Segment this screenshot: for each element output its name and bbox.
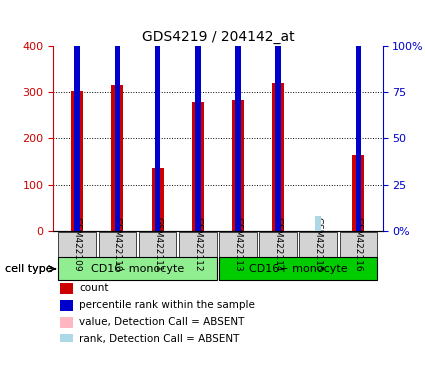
Bar (315, 216, 321, 231)
FancyBboxPatch shape (58, 258, 217, 280)
Bar (272, 83, 284, 231)
Text: value, Detection Call = ABSENT: value, Detection Call = ABSENT (79, 317, 245, 327)
Text: GSM422113: GSM422113 (233, 217, 242, 272)
Text: cell type: cell type (5, 264, 52, 274)
FancyBboxPatch shape (219, 232, 257, 257)
FancyBboxPatch shape (299, 232, 337, 257)
FancyBboxPatch shape (259, 232, 297, 257)
FancyBboxPatch shape (99, 232, 136, 257)
Bar (356, 0, 361, 231)
Bar (71, 91, 83, 231)
Text: rank, Detection Call = ABSENT: rank, Detection Call = ABSENT (79, 334, 240, 344)
FancyBboxPatch shape (58, 232, 96, 257)
Bar (195, 0, 201, 231)
Text: count: count (79, 283, 109, 293)
Bar (192, 103, 204, 231)
Bar (60, 283, 73, 294)
Text: GSM422110: GSM422110 (113, 217, 122, 272)
Text: GSM422111: GSM422111 (153, 217, 162, 272)
Title: GDS4219 / 204142_at: GDS4219 / 204142_at (142, 30, 294, 44)
Text: GSM422109: GSM422109 (73, 217, 82, 272)
Bar (275, 0, 281, 231)
Text: GSM422114: GSM422114 (274, 217, 283, 272)
Bar (111, 85, 123, 231)
Bar (115, 0, 120, 231)
Bar (60, 317, 73, 328)
Text: cell type: cell type (5, 264, 52, 274)
Text: GSM422112: GSM422112 (193, 217, 202, 272)
FancyBboxPatch shape (219, 258, 377, 280)
Text: GSM422116: GSM422116 (354, 217, 363, 272)
Text: GSM422115: GSM422115 (314, 217, 323, 272)
Bar (60, 334, 73, 346)
Text: percentile rank within the sample: percentile rank within the sample (79, 300, 255, 310)
Bar (152, 167, 164, 231)
FancyBboxPatch shape (139, 232, 176, 257)
Text: CD16+ monocyte: CD16+ monocyte (249, 264, 348, 274)
Bar (235, 0, 241, 231)
Text: CD16- monocyte: CD16- monocyte (91, 264, 184, 274)
Bar (74, 0, 80, 231)
Bar (232, 100, 244, 231)
Bar (155, 0, 160, 231)
Bar (352, 155, 364, 231)
FancyBboxPatch shape (340, 232, 377, 257)
FancyBboxPatch shape (179, 232, 217, 257)
Bar (60, 300, 73, 311)
